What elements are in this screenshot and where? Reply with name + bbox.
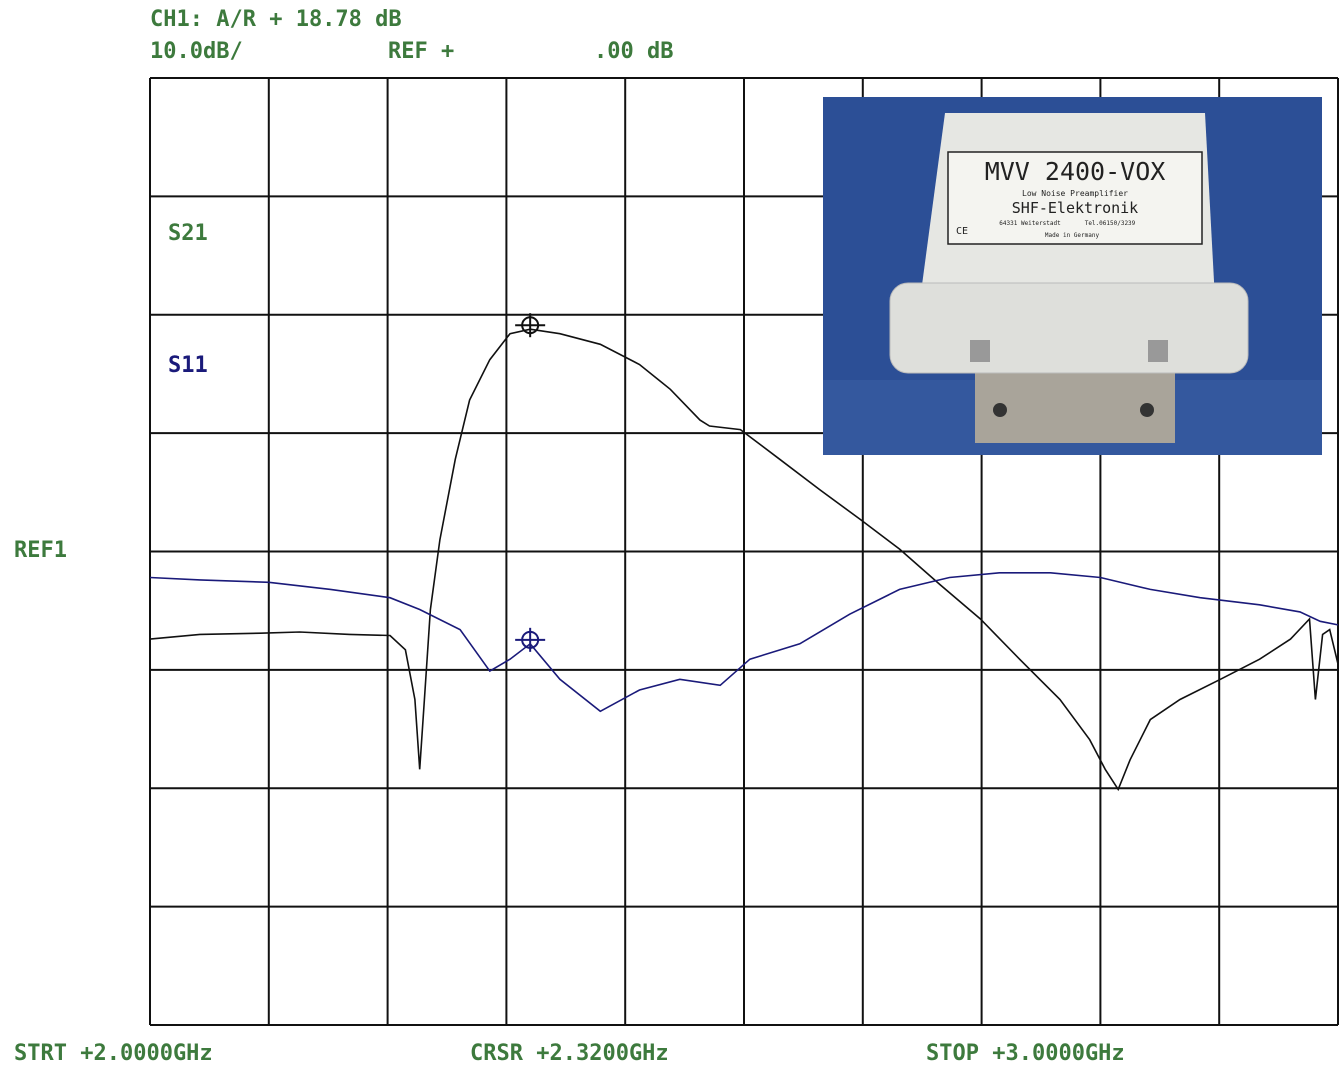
maker: SHF-Elektronik (1012, 199, 1138, 217)
hole (1140, 403, 1154, 417)
trace (149, 328, 1339, 792)
enclosure-front (889, 282, 1249, 374)
hole (993, 403, 1007, 417)
model: MVV 2400-VOX (985, 157, 1166, 186)
trace (149, 571, 1339, 713)
scale-label: 10.0dB/ (150, 39, 243, 64)
connector (970, 340, 990, 362)
traces: S21 S11 (149, 221, 1339, 792)
ref-marker: REF1 (14, 538, 67, 563)
phone: Tel.06150/3239 (1085, 220, 1136, 227)
cursor-label: CRSR +2.3200GHz (470, 1041, 669, 1066)
stop-label: STOP +3.0000GHz (926, 1041, 1125, 1066)
subtitle: Low Noise Preamplifier (1022, 189, 1128, 198)
header: CH1: A/R + 18.78 dB (150, 7, 402, 32)
trace-label: S11 (168, 353, 208, 378)
trace-label: S21 (168, 221, 208, 246)
ce-mark: CE (956, 226, 968, 237)
connector (1148, 340, 1168, 362)
origin: Made in Germany (1045, 232, 1100, 239)
cursor-marker (515, 313, 546, 338)
start-label: STRT +2.0000GHz (14, 1041, 213, 1066)
ref-value: .00 dB (594, 39, 673, 64)
label-plate (947, 151, 1203, 245)
cursor-marker (515, 627, 546, 652)
ref-label: REF + (388, 39, 454, 64)
address: 64331 Weiterstadt (999, 220, 1061, 227)
photo-inset: MVV 2400-VOX Low Noise Preamplifier SHF-… (823, 97, 1322, 455)
